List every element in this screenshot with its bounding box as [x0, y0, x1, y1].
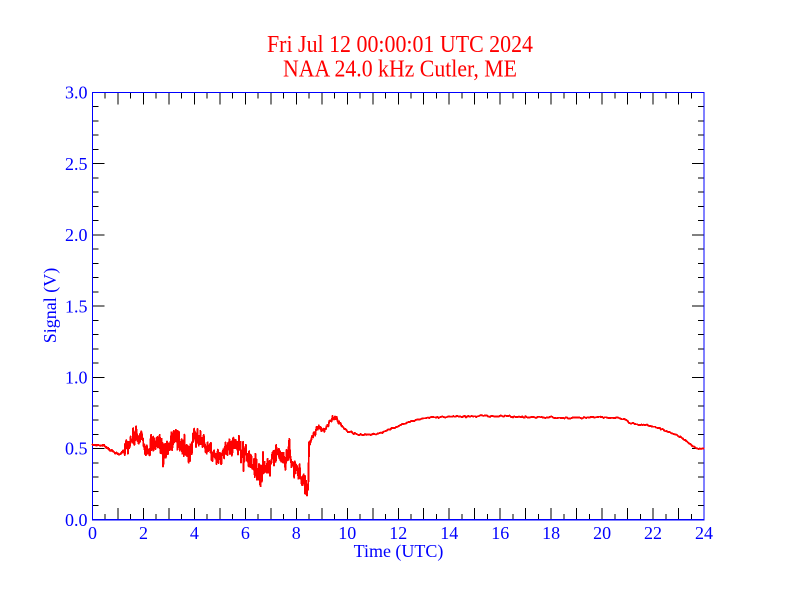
svg-text:8: 8 — [292, 523, 301, 543]
svg-text:Time (UTC): Time (UTC) — [354, 541, 444, 562]
svg-text:10: 10 — [338, 523, 356, 543]
svg-text:Fri Jul 12 00:00:01 UTC 2024: Fri Jul 12 00:00:01 UTC 2024 — [267, 32, 533, 58]
svg-text:6: 6 — [241, 523, 250, 543]
svg-text:12: 12 — [389, 523, 407, 543]
svg-text:0.5: 0.5 — [65, 439, 88, 459]
svg-text:20: 20 — [593, 523, 611, 543]
svg-text:24: 24 — [695, 523, 713, 543]
svg-text:2.5: 2.5 — [65, 154, 88, 174]
svg-text:NAA 24.0 kHz Cutler, ME: NAA 24.0 kHz Cutler, ME — [283, 57, 517, 83]
svg-text:0.0: 0.0 — [65, 510, 88, 530]
svg-text:1.0: 1.0 — [65, 368, 88, 388]
svg-text:0: 0 — [88, 523, 97, 543]
svg-text:Signal (V): Signal (V) — [40, 268, 61, 344]
svg-text:22: 22 — [644, 523, 662, 543]
svg-text:16: 16 — [491, 523, 509, 543]
svg-text:18: 18 — [542, 523, 560, 543]
svg-text:1.5: 1.5 — [65, 296, 88, 316]
svg-text:2.0: 2.0 — [65, 225, 88, 245]
svg-text:3.0: 3.0 — [65, 83, 88, 103]
svg-text:4: 4 — [190, 523, 199, 543]
svg-text:14: 14 — [440, 523, 458, 543]
svg-text:2: 2 — [139, 523, 148, 543]
